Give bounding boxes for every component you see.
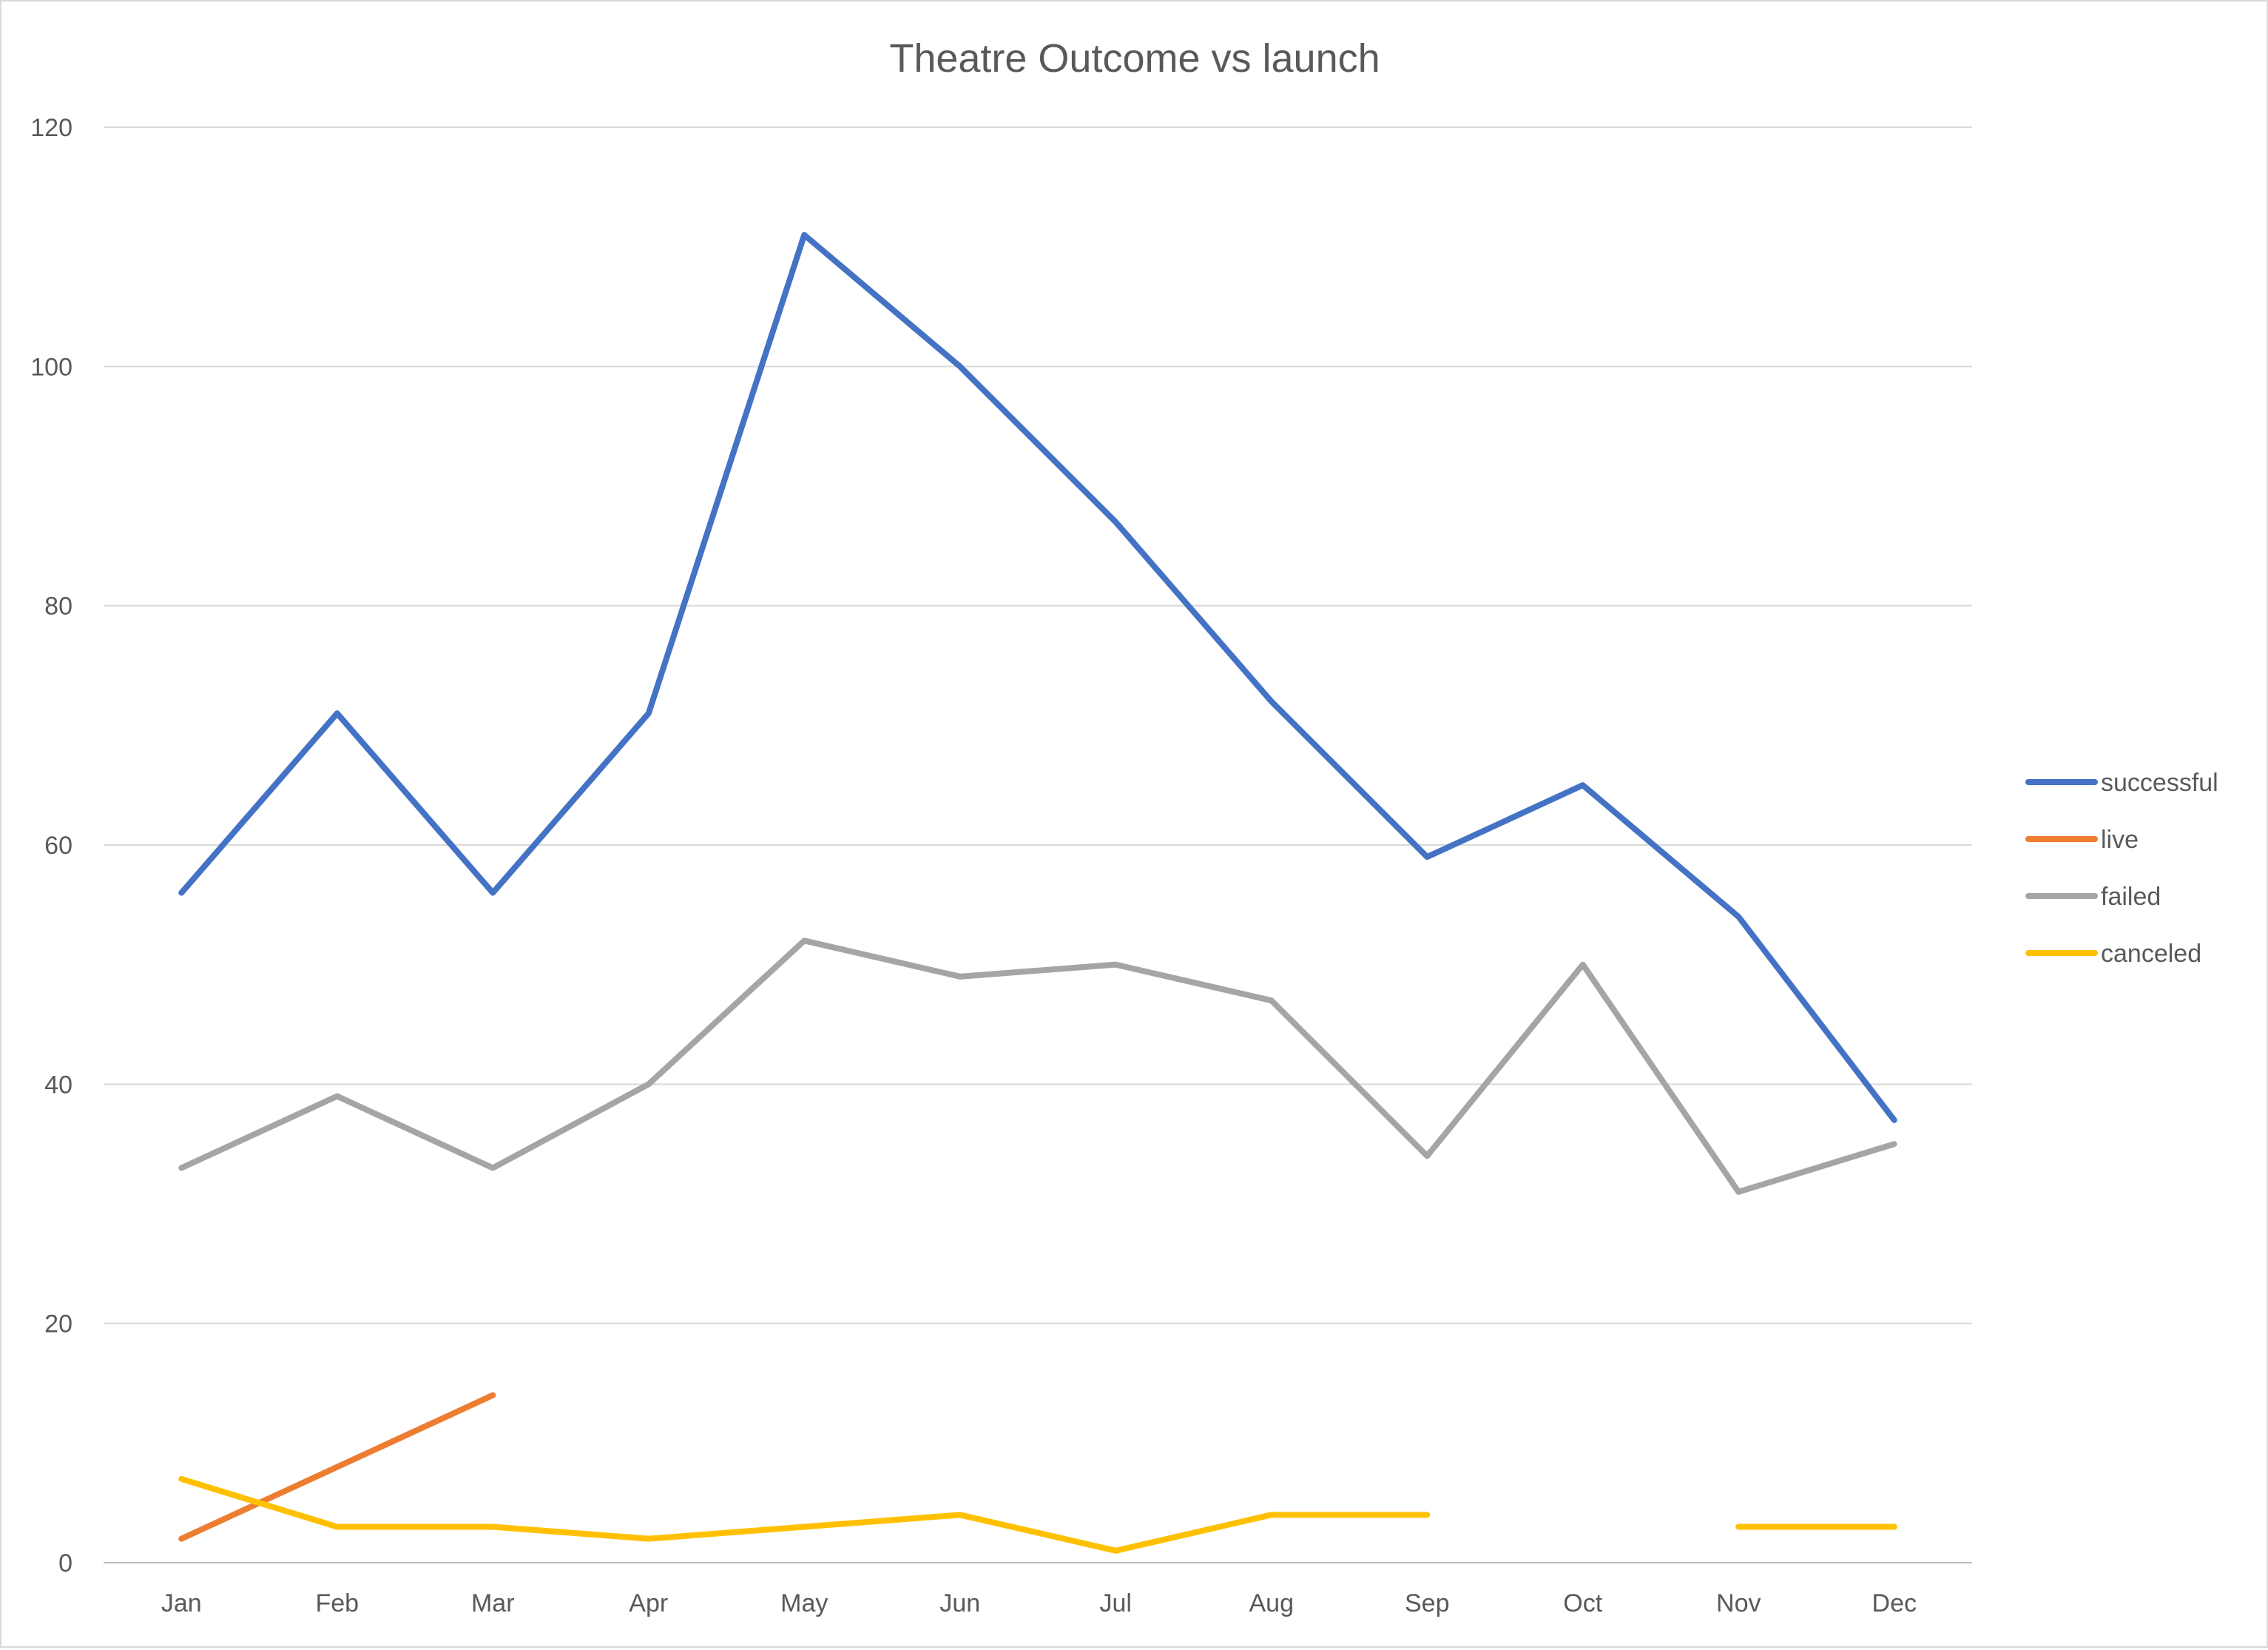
y-tick-label: 120 xyxy=(30,114,72,142)
x-tick-label: Jun xyxy=(939,1589,980,1617)
y-tick-label: 80 xyxy=(44,593,72,621)
legend-label: successful xyxy=(2101,769,2218,797)
x-tick-label: Apr xyxy=(629,1589,668,1617)
legend-entry: failed xyxy=(2025,883,2161,911)
y-tick-label: 20 xyxy=(44,1310,72,1338)
x-tick-label: Mar xyxy=(471,1589,515,1617)
series-live xyxy=(178,1392,496,1542)
x-tick-label: Nov xyxy=(1716,1589,1761,1617)
series-line xyxy=(178,937,1897,1195)
x-tick-label: Feb xyxy=(315,1589,359,1617)
x-tick-label: Aug xyxy=(1249,1589,1295,1617)
series-line xyxy=(178,1475,1431,1554)
series-canceled xyxy=(178,1475,1897,1554)
series-lines xyxy=(178,232,1897,1554)
x-tick-label: Oct xyxy=(1563,1589,1602,1617)
x-tick-label: Jul xyxy=(1100,1589,1132,1617)
chart-title: Theatre Outcome vs launch xyxy=(889,36,1380,81)
legend: successful live failed canceled xyxy=(2025,769,2218,968)
legend-label: canceled xyxy=(2101,940,2201,968)
legend-label: failed xyxy=(2101,883,2161,911)
x-axis-tick-labels: Jan Feb Mar Apr May Jun Jul Aug Sep Oct Nov Dec xyxy=(161,1589,1917,1617)
legend-label: live xyxy=(2101,826,2139,854)
series-line xyxy=(178,232,1897,1123)
x-tick-label: May xyxy=(780,1589,828,1617)
y-tick-label: 40 xyxy=(44,1071,72,1099)
x-tick-label: Sep xyxy=(1405,1589,1450,1617)
gridlines xyxy=(104,127,1972,1563)
series-line xyxy=(178,1392,496,1542)
y-tick-label: 0 xyxy=(58,1549,72,1577)
x-tick-label: Jan xyxy=(161,1589,202,1617)
legend-entry: successful xyxy=(2025,769,2218,797)
legend-entry: canceled xyxy=(2025,940,2201,968)
y-tick-label: 60 xyxy=(44,832,72,860)
series-successful xyxy=(178,232,1897,1123)
y-tick-label: 100 xyxy=(30,353,72,381)
y-axis-tick-labels: 0 20 40 60 80 100 120 xyxy=(30,114,72,1577)
x-tick-label: Dec xyxy=(1872,1589,1917,1617)
legend-entry: live xyxy=(2025,826,2139,854)
series-failed xyxy=(178,937,1897,1195)
